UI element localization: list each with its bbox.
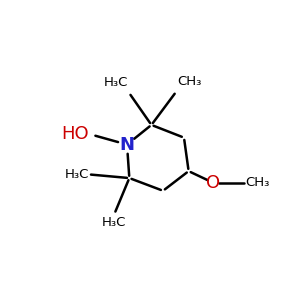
Text: H₃C: H₃C (64, 168, 89, 181)
Text: O: O (206, 174, 220, 192)
Text: CH₃: CH₃ (246, 176, 270, 189)
Text: H₃C: H₃C (104, 76, 128, 89)
Text: HO: HO (61, 125, 89, 143)
Text: H₃C: H₃C (102, 216, 126, 229)
Text: N: N (119, 136, 134, 154)
Text: CH₃: CH₃ (177, 75, 201, 88)
